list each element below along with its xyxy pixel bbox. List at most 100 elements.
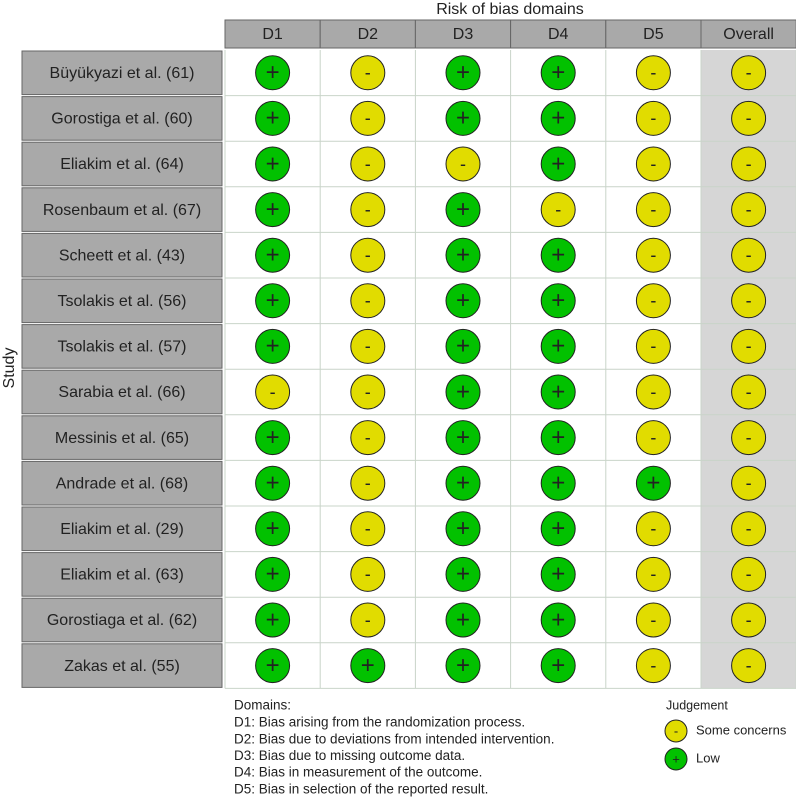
judgement-symbol: + xyxy=(456,515,470,542)
judgement-symbol: - xyxy=(650,199,656,219)
judgement-symbol: + xyxy=(266,333,280,360)
judgement-circle xyxy=(635,192,671,228)
judgement-circle xyxy=(635,146,671,182)
judgement-symbol: + xyxy=(456,378,470,405)
study-cell xyxy=(21,460,223,506)
judgement-circle xyxy=(540,465,576,501)
judgement-symbol: - xyxy=(746,427,752,447)
judgement-circle xyxy=(540,328,576,364)
judgement-symbol: + xyxy=(456,105,470,132)
study-cell xyxy=(21,506,223,552)
column-label: D4 xyxy=(548,26,569,43)
header-cell xyxy=(224,19,321,49)
judgement-circle xyxy=(635,55,671,91)
column-label: D2 xyxy=(358,26,379,43)
judgement-symbol: - xyxy=(365,382,371,402)
domain-description: D1: Bias arising from the randomization … xyxy=(234,715,525,730)
judgement-circle xyxy=(445,602,481,638)
judgement-circle xyxy=(350,237,386,273)
legend-label: Some concerns xyxy=(696,722,787,737)
judgement-circle xyxy=(635,237,671,273)
judgement-circle xyxy=(255,192,291,228)
judgement-circle xyxy=(255,648,291,684)
judgement-symbol: - xyxy=(365,473,371,493)
judgement-symbol: - xyxy=(650,336,656,356)
study-cell xyxy=(21,96,223,141)
judgement-circle xyxy=(731,556,767,592)
judgement-symbol: - xyxy=(650,245,656,265)
judgement-symbol: + xyxy=(266,515,280,542)
judgement-circle xyxy=(445,146,481,182)
judgement-title: Judgement xyxy=(666,698,728,712)
judgement-circle xyxy=(635,374,671,410)
study-cell xyxy=(21,597,223,643)
judgement-circle xyxy=(255,465,291,501)
study-cell xyxy=(21,415,223,460)
judgement-circle xyxy=(445,648,481,684)
judgement-circle xyxy=(731,328,767,364)
judgement-symbol: - xyxy=(365,245,371,265)
judgement-symbol: - xyxy=(365,427,371,447)
judgement-circle xyxy=(255,328,291,364)
legend-symbol: - xyxy=(674,723,678,738)
judgement-circle xyxy=(731,237,767,273)
judgement-symbol: - xyxy=(746,291,752,311)
judgement-symbol: - xyxy=(555,199,561,219)
judgement-symbol: + xyxy=(266,242,280,269)
judgement-circle xyxy=(635,465,671,501)
column-label: D1 xyxy=(262,26,283,43)
judgement-symbol: - xyxy=(746,382,752,402)
judgement-circle xyxy=(540,237,576,273)
column-label: D5 xyxy=(643,26,664,43)
judgement-symbol: - xyxy=(650,427,656,447)
judgement-symbol: - xyxy=(746,63,752,83)
judgement-circle xyxy=(445,237,481,273)
study-label: Eliakim et al. (63) xyxy=(60,567,184,584)
judgement-circle xyxy=(445,100,481,136)
judgement-circle xyxy=(540,283,576,319)
judgement-circle xyxy=(350,146,386,182)
judgement-symbol: + xyxy=(266,606,280,633)
judgement-circle xyxy=(731,465,767,501)
study-label: Andrade et al. (68) xyxy=(56,475,189,492)
judgement-symbol: + xyxy=(551,561,565,588)
study-label: Messinis et al. (65) xyxy=(55,430,189,447)
study-label: Eliakim et al. (64) xyxy=(60,156,184,173)
judgement-symbol: - xyxy=(746,108,752,128)
judgement-circle xyxy=(350,465,386,501)
judgement-symbol: - xyxy=(650,291,656,311)
judgement-symbol: + xyxy=(551,424,565,451)
judgement-circle xyxy=(635,420,671,456)
judgement-symbol: - xyxy=(650,655,656,675)
judgement-circle xyxy=(255,556,291,592)
judgement-circle xyxy=(540,648,576,684)
study-label: Büyükyazi et al. (61) xyxy=(50,65,195,82)
judgement-circle xyxy=(540,100,576,136)
judgement-circle xyxy=(445,374,481,410)
judgement-symbol: - xyxy=(270,382,276,402)
judgement-circle xyxy=(255,146,291,182)
judgement-circle xyxy=(350,283,386,319)
judgement-symbol: + xyxy=(266,150,280,177)
judgement-circle xyxy=(635,328,671,364)
judgement-circle xyxy=(445,465,481,501)
judgement-circle xyxy=(731,648,767,684)
judgement-symbol: - xyxy=(650,610,656,630)
judgement-circle xyxy=(540,602,576,638)
header-cell xyxy=(605,19,702,49)
study-label: Tsolakis et al. (57) xyxy=(58,339,187,356)
judgement-circle xyxy=(540,55,576,91)
judgement-symbol: - xyxy=(365,291,371,311)
legend-circle xyxy=(664,747,688,771)
judgement-circle xyxy=(445,511,481,547)
judgement-circle xyxy=(731,374,767,410)
judgement-symbol: - xyxy=(746,336,752,356)
study-cell xyxy=(21,232,223,278)
judgement-symbol: - xyxy=(365,199,371,219)
judgement-symbol: - xyxy=(650,564,656,584)
judgement-symbol: + xyxy=(551,515,565,542)
judgement-circle xyxy=(350,556,386,592)
study-label: Tsolakis et al. (56) xyxy=(58,293,187,310)
judgement-symbol: - xyxy=(650,382,656,402)
study-cell xyxy=(21,369,223,415)
